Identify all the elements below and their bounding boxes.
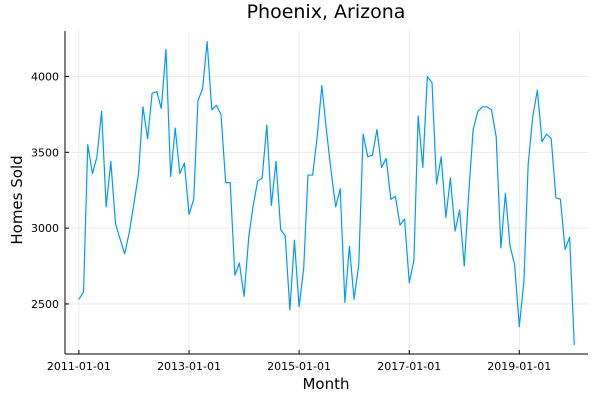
x-tick-label: 2015-01-01 xyxy=(267,360,331,373)
x-tick-label: 2013-01-01 xyxy=(157,360,221,373)
x-ticks: 2011-01-01 2013-01-01 2015-01-01 2017-01-01… xyxy=(47,350,551,373)
y-axis-label: Homes Sold xyxy=(8,155,26,244)
y-tick-label: 3500 xyxy=(31,146,59,159)
y-tick-label: 4000 xyxy=(31,70,59,83)
grid xyxy=(65,31,588,354)
series-layer xyxy=(78,41,575,345)
y-tick-label: 3000 xyxy=(31,222,59,235)
x-tick-label: 2011-01-01 xyxy=(47,360,111,373)
x-tick-label: 2017-01-01 xyxy=(377,360,441,373)
y-tick-label: 2500 xyxy=(31,298,59,311)
x-axis-label: Month xyxy=(302,375,349,393)
axes xyxy=(64,31,588,355)
y-ticks: 2500 3000 3500 4000 xyxy=(31,70,69,311)
chart-title: Phoenix, Arizona xyxy=(247,1,406,23)
series-line xyxy=(78,41,575,345)
x-tick-label: 2019-01-01 xyxy=(487,360,551,373)
